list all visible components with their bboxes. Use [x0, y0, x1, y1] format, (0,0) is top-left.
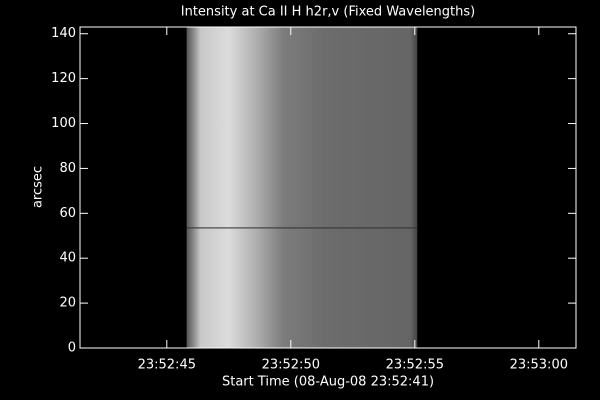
x-axis-label: Start Time (08-Aug-08 23:52:41) [222, 375, 434, 390]
plot-frame [79, 26, 577, 349]
y-tick-label: 140 [51, 26, 76, 41]
y-tick-label: 40 [59, 251, 76, 266]
x-tick-label: 23:52:45 [138, 358, 196, 373]
y-tick-label: 60 [59, 206, 76, 221]
y-tick-label: 0 [68, 341, 76, 356]
x-tick-label: 23:53:00 [510, 358, 568, 373]
y-tick-label: 100 [51, 116, 76, 131]
y-axis-label: arcsec [31, 166, 46, 208]
image [186, 27, 418, 348]
x-tick-label: 23:52:50 [262, 358, 320, 373]
y-tick-label: 120 [51, 71, 76, 86]
x-tick-label: 23:52:55 [386, 358, 444, 373]
y-tick-label: 20 [59, 296, 76, 311]
chart-title: Intensity at Ca II H h2r,v (Fixed Wavele… [181, 5, 475, 20]
y-tick-label: 80 [59, 161, 76, 176]
